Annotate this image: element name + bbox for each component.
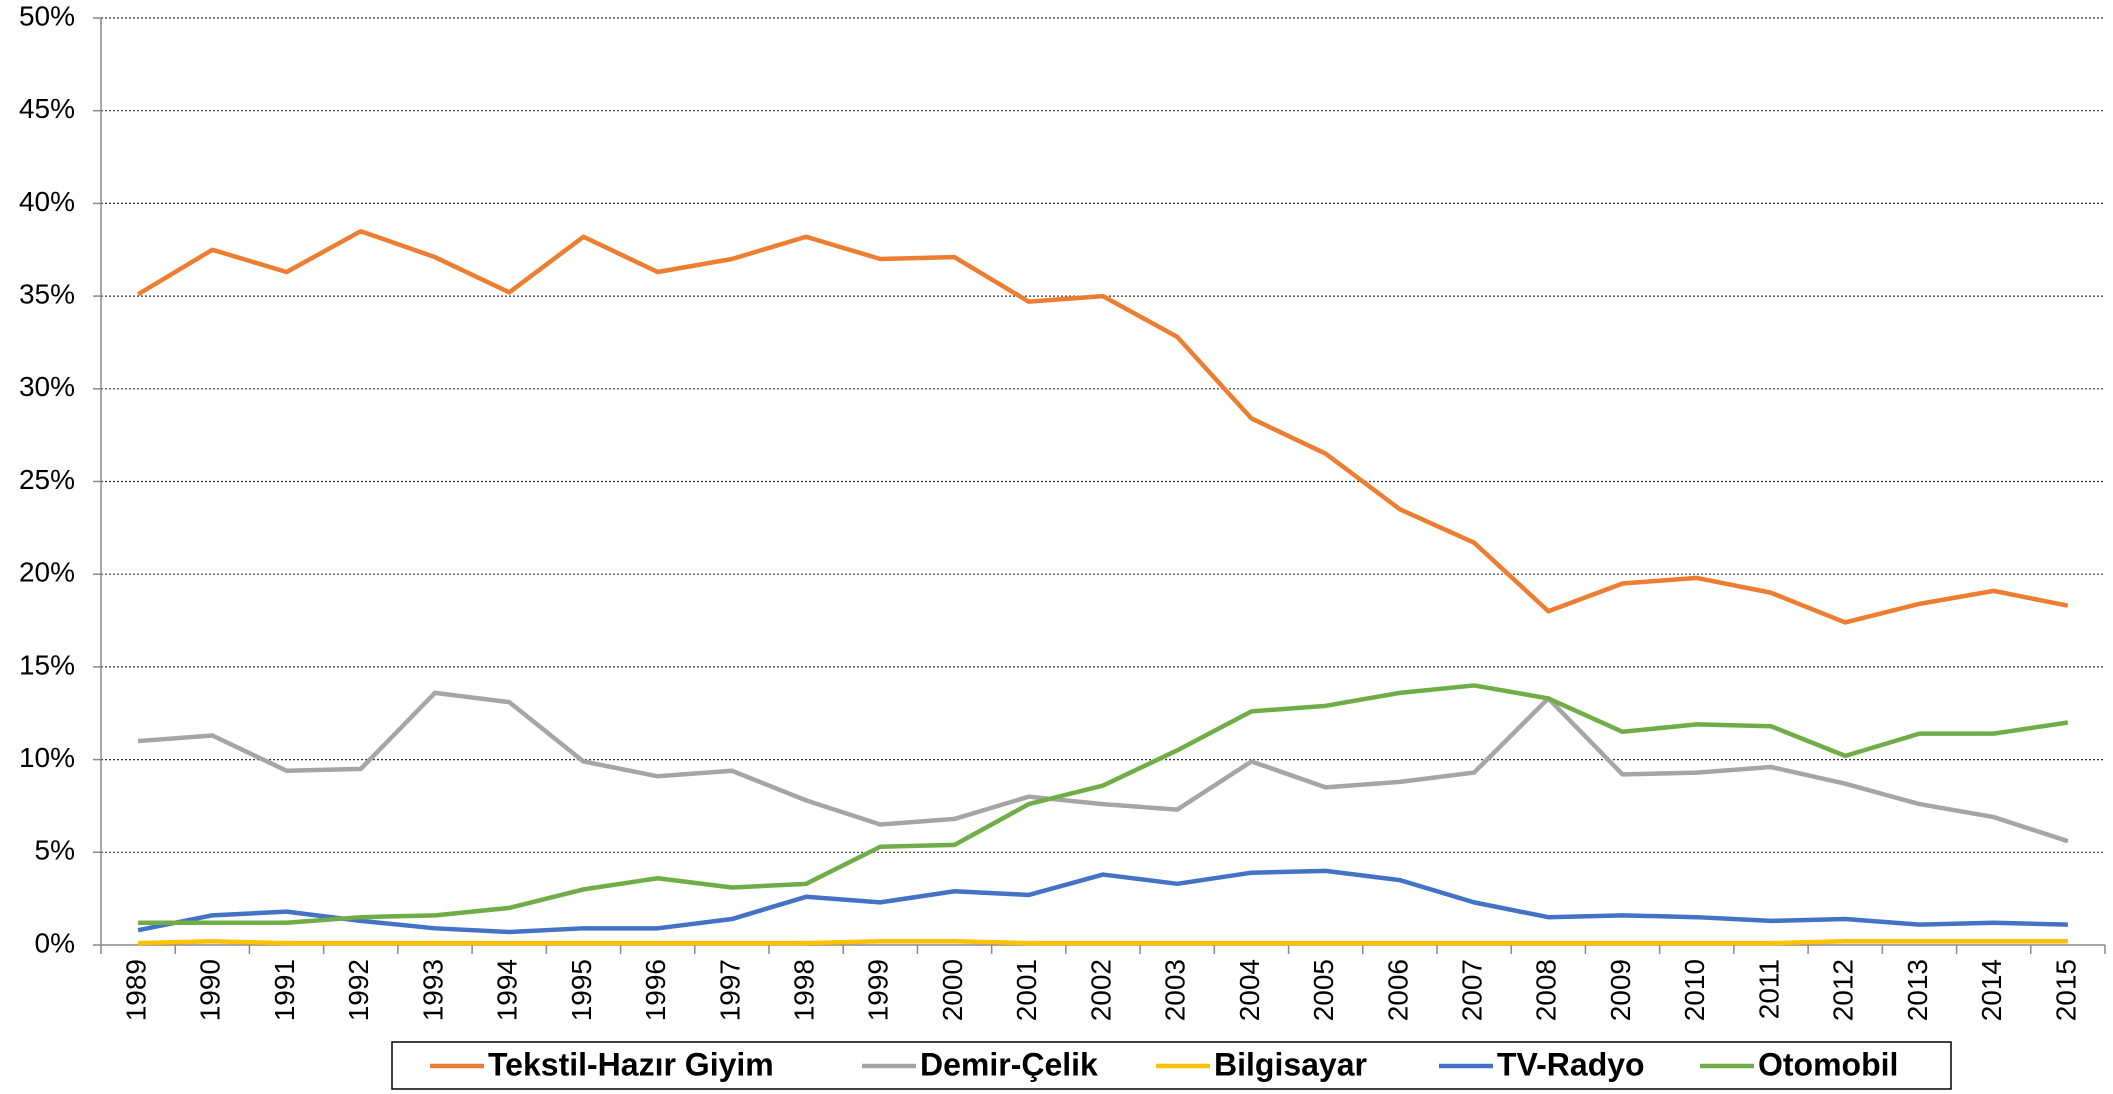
y-tick-label: 25% [19, 464, 75, 495]
series-line [137, 868, 2068, 935]
x-tick-label: 1993 [417, 959, 448, 1021]
x-tick-label: 1999 [863, 959, 894, 1021]
x-tick-label: 2006 [1382, 959, 1413, 1021]
x-tick-label: 2002 [1085, 959, 1116, 1021]
legend-box [391, 1041, 1952, 1090]
x-tick-label: 2009 [1605, 959, 1636, 1021]
legend-label: Demir-Çelik [920, 1046, 1098, 1082]
x-tick-label: 2015 [2050, 959, 2081, 1021]
x-tick-label: 2011 [1753, 959, 1784, 1019]
x-tick-label: 2003 [1160, 959, 1191, 1021]
x-tick-label: 2001 [1011, 959, 1042, 1021]
y-tick-label: 5% [35, 835, 75, 866]
x-tick-label: 1992 [343, 959, 374, 1021]
x-tick-label: 2012 [1828, 959, 1859, 1021]
series-line [138, 939, 2068, 946]
series-line [138, 683, 2069, 926]
x-tick-label: 2014 [1976, 959, 2007, 1021]
x-tick-label: 1998 [789, 959, 820, 1021]
x-tick-label: 1996 [640, 959, 671, 1021]
x-tick-label: 2010 [1679, 959, 1710, 1021]
x-tick-label: 1990 [195, 959, 226, 1021]
y-tick-label: 20% [19, 557, 75, 588]
x-tick-label: 1994 [492, 959, 523, 1021]
legend-label: Bilgisayar [1214, 1046, 1367, 1082]
y-tick-label: 35% [19, 278, 75, 309]
x-tick-label: 1989 [121, 959, 152, 1021]
y-tick-label: 50% [19, 0, 75, 31]
series-line [136, 228, 2069, 625]
series-line [137, 690, 2069, 844]
y-tick-label: 10% [19, 742, 75, 773]
y-tick-label: 45% [19, 93, 75, 124]
y-tick-label: 15% [19, 649, 75, 680]
legend-label: Tekstil-Hazır Giyim [488, 1046, 774, 1082]
x-tick-label: 1991 [269, 959, 300, 1021]
y-tick-label: 40% [19, 186, 75, 217]
x-tick-label: 1995 [566, 959, 597, 1021]
y-tick-label: 30% [19, 371, 75, 402]
x-tick-label: 2005 [1308, 959, 1339, 1021]
y-tick-label: 0% [35, 927, 75, 958]
x-tick-label: 2004 [1234, 959, 1265, 1021]
x-tick-label: 1997 [714, 959, 745, 1021]
x-tick-label: 2008 [1531, 959, 1562, 1021]
legend-label: Otomobil [1758, 1046, 1898, 1082]
legend-label: TV-Radyo [1497, 1046, 1645, 1082]
x-tick-label: 2000 [937, 959, 968, 1021]
x-tick-label: 2013 [1902, 959, 1933, 1021]
x-tick-label: 2007 [1457, 959, 1488, 1021]
